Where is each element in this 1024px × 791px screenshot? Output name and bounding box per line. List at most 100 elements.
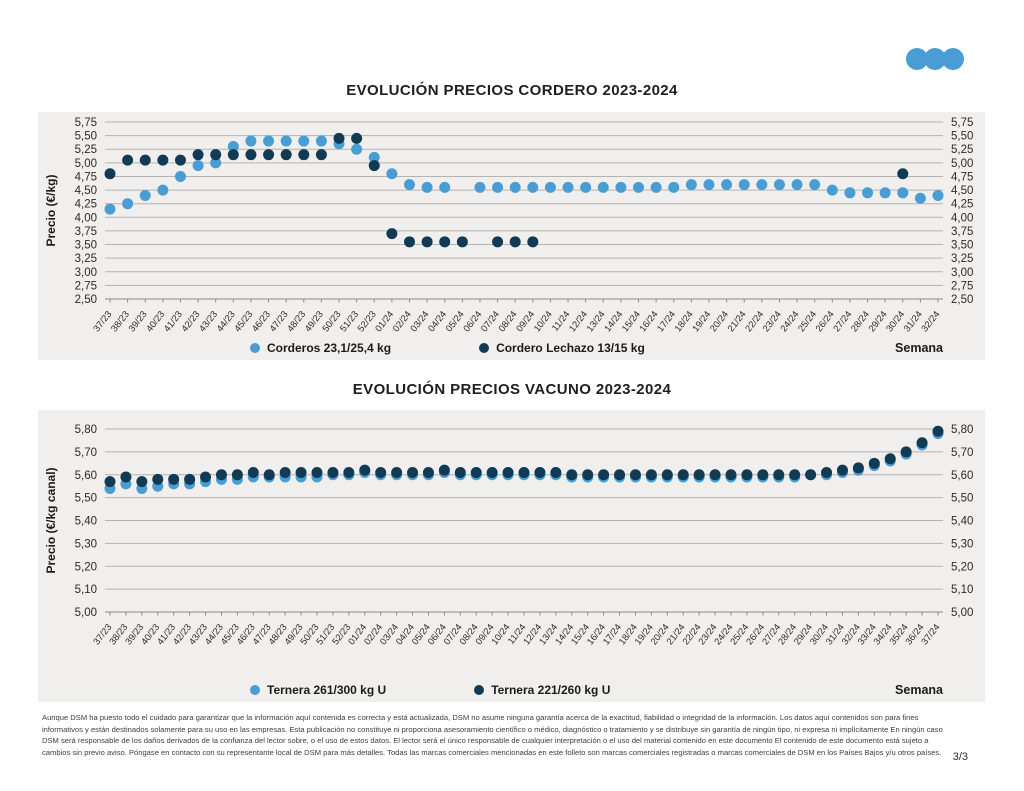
vacuno-chart-title: EVOLUCIÓN PRECIOS VACUNO 2023-2024 xyxy=(352,381,672,398)
svg-text:5,50: 5,50 xyxy=(951,131,973,143)
svg-text:3,75: 3,75 xyxy=(951,226,973,238)
cordero-scatter-plot: 5,75 5,755,50 5,505,25 5,255,00 5,004,75 4,75… xyxy=(44,117,973,334)
svg-text:41/23: 41/23 xyxy=(162,309,184,333)
svg-text:5,50: 5,50 xyxy=(75,131,97,143)
lechazo-series-dot-icon xyxy=(479,343,490,353)
svg-text:3,00: 3,00 xyxy=(75,267,97,279)
svg-text:44/23: 44/23 xyxy=(215,309,237,333)
legend-item-ternera-221-260: Ternera 221/260 kg U xyxy=(474,683,610,697)
svg-text:52/23: 52/23 xyxy=(356,309,378,333)
svg-text:24/24: 24/24 xyxy=(778,309,800,333)
svg-text:51/23: 51/23 xyxy=(338,309,360,333)
svg-text:22/24: 22/24 xyxy=(743,309,765,333)
svg-text:10/24: 10/24 xyxy=(532,309,554,333)
legend-item-ternera-261-300: Ternera 261/300 kg U xyxy=(250,683,386,697)
svg-text:32/24: 32/24 xyxy=(919,309,941,333)
svg-text:4,50: 4,50 xyxy=(75,185,97,197)
svg-text:5,25: 5,25 xyxy=(951,144,973,156)
svg-text:02/24: 02/24 xyxy=(391,309,413,333)
svg-text:5,00: 5,00 xyxy=(951,607,973,619)
svg-text:50/23: 50/23 xyxy=(320,309,342,333)
svg-text:26/24: 26/24 xyxy=(814,309,836,333)
svg-text:2,75: 2,75 xyxy=(75,280,97,292)
svg-text:28/24: 28/24 xyxy=(849,309,871,333)
ternera-261-300-series-label: Ternera 261/300 kg U xyxy=(267,683,387,697)
svg-text:39/23: 39/23 xyxy=(127,309,149,333)
lechazo-series-label: Cordero Lechazo 13/15 kg xyxy=(496,341,645,355)
svg-text:27/24: 27/24 xyxy=(831,309,853,333)
svg-text:4,75: 4,75 xyxy=(75,171,97,183)
svg-text:06/24: 06/24 xyxy=(461,309,483,333)
svg-text:05/24: 05/24 xyxy=(444,309,466,333)
svg-text:21/24: 21/24 xyxy=(726,309,748,333)
svg-text:5,80: 5,80 xyxy=(75,424,97,436)
svg-text:15/24: 15/24 xyxy=(620,309,642,333)
legend-item-lechazo: Cordero Lechazo 13/15 kg xyxy=(479,341,645,355)
svg-text:46/23: 46/23 xyxy=(250,309,272,333)
svg-text:Precio (€/kg canal): Precio (€/kg canal) xyxy=(44,467,58,573)
svg-text:45/23: 45/23 xyxy=(232,309,254,333)
svg-text:12/24: 12/24 xyxy=(567,309,589,333)
cordero-chart-panel: 5,75 5,75 5,50 5,50 5,25 5,25 5,00 5,00 4,75 4,75… xyxy=(38,112,985,360)
ternera-261-300-series-dot-icon xyxy=(250,685,260,695)
svg-text:2,50: 2,50 xyxy=(75,294,97,306)
svg-text:5,75: 5,75 xyxy=(75,117,97,129)
svg-text:47/23: 47/23 xyxy=(268,309,290,333)
svg-text:5,50: 5,50 xyxy=(75,493,97,505)
svg-text:4,25: 4,25 xyxy=(951,199,973,211)
svg-text:3,25: 3,25 xyxy=(75,253,97,265)
svg-text:31/24: 31/24 xyxy=(902,309,924,333)
svg-text:5,10: 5,10 xyxy=(951,584,973,596)
svg-text:5,25: 5,25 xyxy=(75,144,97,156)
svg-text:2,50: 2,50 xyxy=(951,294,973,306)
three-dots-logo xyxy=(906,47,964,71)
svg-text:14/24: 14/24 xyxy=(602,309,624,333)
svg-text:17/24: 17/24 xyxy=(655,309,677,333)
svg-text:5,40: 5,40 xyxy=(951,516,973,528)
svg-text:49/23: 49/23 xyxy=(303,309,325,333)
svg-text:07/24: 07/24 xyxy=(479,309,501,333)
svg-text:38/23: 38/23 xyxy=(109,309,131,333)
svg-text:18/24: 18/24 xyxy=(673,309,695,333)
svg-text:29/24: 29/24 xyxy=(867,309,889,333)
svg-text:09/24: 09/24 xyxy=(514,309,536,333)
svg-text:5,00: 5,00 xyxy=(75,158,97,170)
cordero-chart-title: EVOLUCIÓN PRECIOS CORDERO 2023-2024 xyxy=(346,82,678,99)
svg-text:16/24: 16/24 xyxy=(637,309,659,333)
svg-text:5,20: 5,20 xyxy=(75,561,97,573)
page-number: 3/3 xyxy=(952,751,968,763)
svg-text:5,60: 5,60 xyxy=(951,470,973,482)
svg-text:4,25: 4,25 xyxy=(75,199,97,211)
vacuno-scatter-plot: 5,80 5,80 5,70 5,70 5,60 5,60 5,50 5,50 5,40 5,40… xyxy=(44,424,973,647)
svg-text:5,00: 5,00 xyxy=(75,607,97,619)
svg-text:5,60: 5,60 xyxy=(75,470,97,482)
cordero-legend: Corderos 23,1/25,4 kg Cordero Lechazo 13… xyxy=(38,341,985,355)
svg-text:3,50: 3,50 xyxy=(75,240,97,252)
svg-text:5,20: 5,20 xyxy=(951,561,973,573)
svg-text:30/24: 30/24 xyxy=(884,309,906,333)
svg-text:5,00: 5,00 xyxy=(951,158,973,170)
ternera-221-260-series-dot-icon xyxy=(474,685,485,695)
vacuno-chart-panel: 5,80 5,80 5,70 5,70 5,60 5,60 5,50 5,50 5,40 5,40… xyxy=(38,410,985,702)
svg-text:5,30: 5,30 xyxy=(75,538,97,550)
svg-text:4,75: 4,75 xyxy=(951,171,973,183)
svg-text:5,70: 5,70 xyxy=(951,447,973,459)
corderos-series-label: Corderos 23,1/25,4 kg xyxy=(267,341,392,355)
svg-text:5,80: 5,80 xyxy=(951,424,973,436)
svg-text:48/23: 48/23 xyxy=(285,309,307,333)
vacuno-legend: Ternera 261/300 kg U Ternera 221/260 kg … xyxy=(38,683,985,697)
svg-text:4,50: 4,50 xyxy=(951,185,973,197)
svg-text:4,00: 4,00 xyxy=(951,212,973,224)
corderos-series-dot-icon xyxy=(250,343,260,353)
svg-text:42/23: 42/23 xyxy=(179,309,201,333)
legend-item-corderos: Corderos 23,1/25,4 kg xyxy=(250,341,391,355)
svg-text:Precio (€/kg): Precio (€/kg) xyxy=(44,174,58,246)
svg-text:5,70: 5,70 xyxy=(75,447,97,459)
svg-text:3,25: 3,25 xyxy=(951,253,973,265)
svg-text:2,75: 2,75 xyxy=(951,280,973,292)
svg-text:37/24: 37/24 xyxy=(919,622,941,646)
svg-text:08/24: 08/24 xyxy=(497,309,519,333)
three-dots-logo-icon xyxy=(906,48,964,70)
svg-text:04/24: 04/24 xyxy=(426,309,448,333)
svg-text:40/23: 40/23 xyxy=(144,309,166,333)
